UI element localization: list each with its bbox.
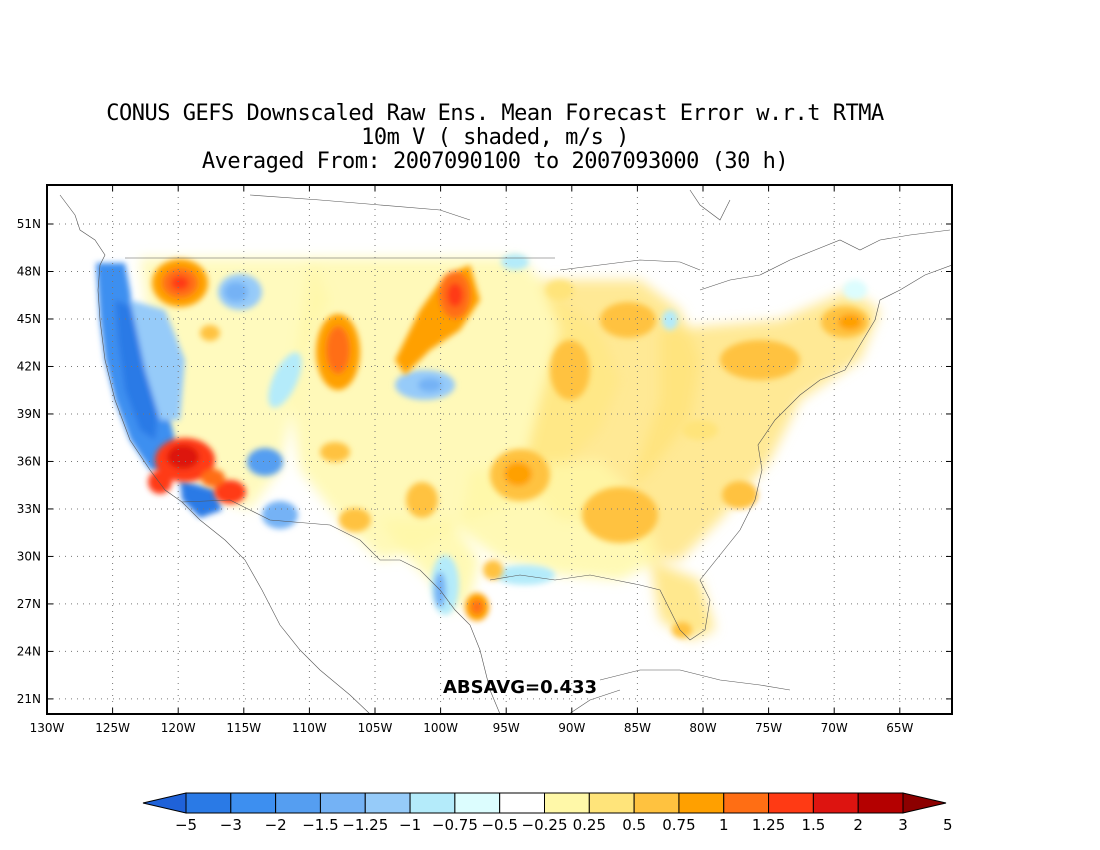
absavg-annotation: ABSAVG=0.433 bbox=[443, 677, 597, 698]
colorbar-label: −1.5 bbox=[302, 816, 338, 834]
longitude-label: 95W bbox=[493, 721, 520, 735]
map-title-line-3: Averaged From: 2007090100 to 2007093000 … bbox=[201, 149, 789, 174]
latitude-labels: 51N 48N 45N 42N 39N 36N 33N 30N 27N 24N 21N bbox=[17, 217, 41, 706]
longitude-labels: 130W 125W 120W 115W 110W 105W 100W 95W 90W 85W 80W… bbox=[30, 721, 914, 735]
colorbar: −5 −3 −2 −1.5 −1.25 −1 −0.75 −0.5 −0.25 0.25 0.5 0.… bbox=[142, 792, 953, 834]
positive-error-areas bbox=[148, 259, 869, 638]
colorbar-label: 2 bbox=[853, 816, 863, 834]
longitude-label: 130W bbox=[30, 721, 65, 735]
colorbar-label: −0.25 bbox=[522, 816, 568, 834]
map-title-line-1: CONUS GEFS Downscaled Raw Ens. Mean Fore… bbox=[106, 101, 884, 126]
colorbar-swatch bbox=[723, 792, 770, 814]
map-title-line-2: 10m V ( shaded, m/s ) bbox=[361, 125, 629, 150]
longitude-label: 70W bbox=[821, 721, 848, 735]
colorbar-swatch bbox=[185, 792, 232, 814]
colorbar-label: −1 bbox=[399, 816, 421, 834]
longitude-label: 125W bbox=[95, 721, 130, 735]
latitude-label: 48N bbox=[17, 264, 41, 278]
latitude-label: 30N bbox=[17, 549, 41, 563]
colorbar-label: −0.75 bbox=[432, 816, 478, 834]
colorbar-swatch bbox=[544, 792, 590, 814]
colorbar-swatch bbox=[454, 792, 501, 814]
latitude-label: 42N bbox=[17, 359, 41, 373]
longitude-label: 115W bbox=[226, 721, 261, 735]
graticule-grid bbox=[47, 185, 952, 714]
colorbar-label: 3 bbox=[898, 816, 908, 834]
colorbar-label: −5 bbox=[175, 816, 197, 834]
longitude-label: 85W bbox=[624, 721, 651, 735]
longitude-label: 100W bbox=[423, 721, 458, 735]
latitude-label: 21N bbox=[17, 692, 41, 706]
longitude-label: 90W bbox=[558, 721, 585, 735]
colorbar-label: −3 bbox=[220, 816, 242, 834]
longitude-label: 75W bbox=[755, 721, 782, 735]
colorbar-swatch bbox=[768, 792, 814, 814]
colorbar-label: −2 bbox=[265, 816, 287, 834]
longitude-label: 105W bbox=[358, 721, 393, 735]
latitude-label: 33N bbox=[17, 502, 41, 516]
longitude-label: 65W bbox=[886, 721, 913, 735]
colorbar-label: 1.5 bbox=[801, 816, 825, 834]
longitude-label: 120W bbox=[161, 721, 196, 735]
colorbar-swatch bbox=[857, 792, 904, 814]
colorbar-swatch bbox=[275, 792, 321, 814]
longitude-label: 110W bbox=[292, 721, 327, 735]
latitude-label: 39N bbox=[17, 407, 41, 421]
colorbar-label: 1 bbox=[719, 816, 729, 834]
colorbar-swatch bbox=[319, 792, 366, 814]
shaded-field bbox=[96, 254, 880, 640]
colorbar-label: −1.25 bbox=[342, 816, 388, 834]
colorbar-swatch bbox=[588, 792, 635, 814]
map-frame bbox=[46, 184, 953, 715]
colorbar-swatch bbox=[230, 792, 277, 814]
colorbar-swatch bbox=[409, 792, 456, 814]
colorbar-label: 1.25 bbox=[752, 816, 785, 834]
colorbar-label: −0.5 bbox=[481, 816, 517, 834]
axis-ticks bbox=[46, 185, 952, 714]
colorbar-label: 0.75 bbox=[662, 816, 695, 834]
colorbar-swatch bbox=[812, 792, 859, 814]
colorbar-right-arrow bbox=[902, 792, 947, 814]
colorbar-swatch bbox=[633, 792, 680, 814]
colorbar-label: 0.5 bbox=[622, 816, 646, 834]
colorbar-swatch bbox=[499, 792, 545, 814]
latitude-label: 24N bbox=[17, 644, 41, 658]
latitude-label: 45N bbox=[17, 312, 41, 326]
colorbar-label: 0.25 bbox=[573, 816, 606, 834]
colorbar-swatch bbox=[364, 792, 411, 814]
latitude-label: 51N bbox=[17, 217, 41, 231]
latitude-label: 27N bbox=[17, 597, 41, 611]
colorbar-left-arrow bbox=[142, 792, 187, 814]
longitude-label: 80W bbox=[689, 721, 716, 735]
colorbar-swatch bbox=[678, 792, 725, 814]
latitude-label: 36N bbox=[17, 454, 41, 468]
colorbar-label: 5 bbox=[943, 816, 953, 834]
